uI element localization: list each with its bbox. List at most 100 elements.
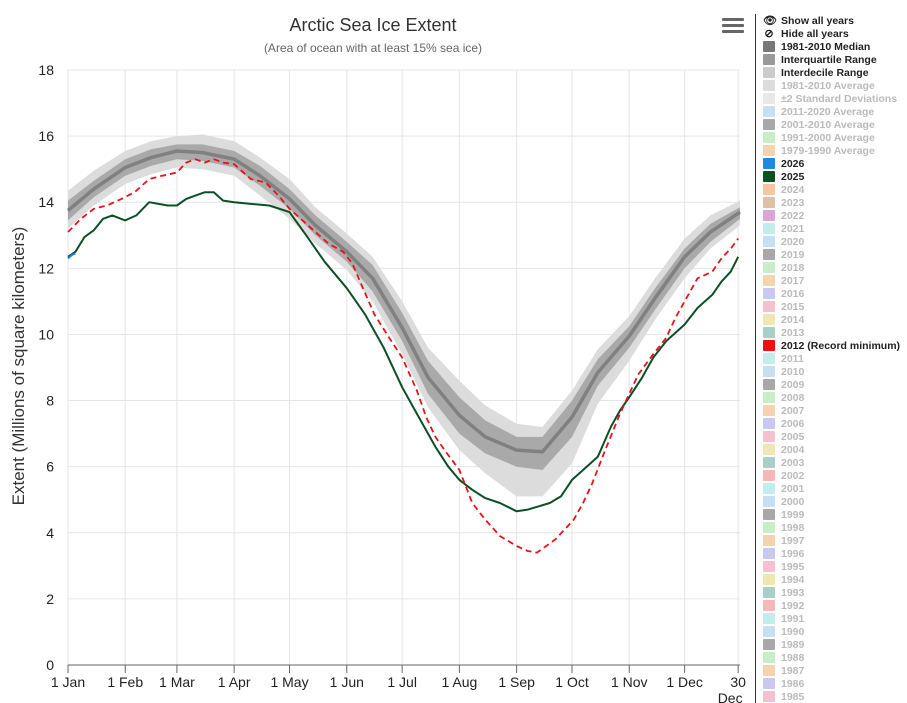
legend-label: 1992 — [781, 599, 805, 612]
legend-label: 2015 — [781, 300, 805, 313]
legend-item[interactable]: 2000 — [756, 495, 907, 508]
legend-item[interactable]: 1985 — [756, 690, 907, 703]
legend-swatch — [763, 197, 775, 208]
legend-item[interactable]: 2008 — [756, 391, 907, 404]
legend-item[interactable]: Interquartile Range — [756, 53, 907, 66]
legend-item[interactable]: 1996 — [756, 547, 907, 560]
series-lines — [67, 158, 740, 554]
legend-label: 1996 — [781, 547, 805, 560]
legend-swatch — [763, 496, 775, 507]
legend-item[interactable]: 👁 Show all years — [756, 14, 907, 28]
legend-swatch — [763, 405, 775, 416]
legend-label: Interdecile Range — [781, 66, 869, 79]
legend-label: 1997 — [781, 534, 805, 547]
legend-swatch — [763, 678, 775, 689]
legend-item[interactable]: 2007 — [756, 404, 907, 417]
legend-item[interactable]: 1981-2010 Average — [756, 79, 907, 92]
legend-swatch — [763, 483, 775, 494]
legend-item[interactable]: 2025 — [756, 170, 907, 183]
legend-item[interactable]: 2021 — [756, 222, 907, 235]
legend-swatch — [763, 288, 775, 299]
legend-item[interactable]: 2013 — [756, 326, 907, 339]
legend-swatch — [763, 509, 775, 520]
legend-item[interactable]: 1998 — [756, 521, 907, 534]
legend-item[interactable]: 1991 — [756, 612, 907, 625]
series-line-2025 — [67, 191, 740, 513]
legend-item[interactable]: 2009 — [756, 378, 907, 391]
legend-swatch — [763, 431, 775, 442]
legend-label: 2023 — [781, 196, 805, 209]
legend-swatch — [763, 210, 775, 221]
y-tick-label: 10 — [38, 326, 54, 342]
legend-item[interactable]: 2002 — [756, 469, 907, 482]
legend-item[interactable]: 1990 — [756, 625, 907, 638]
legend-item[interactable]: 2019 — [756, 248, 907, 261]
legend-item[interactable]: Interdecile Range — [756, 66, 907, 79]
legend-item[interactable]: 2005 — [756, 430, 907, 443]
legend-item[interactable]: 2011 — [756, 352, 907, 365]
legend-item[interactable]: 2014 — [756, 313, 907, 326]
legend-item[interactable]: 2010 — [756, 365, 907, 378]
legend-item[interactable]: 1994 — [756, 573, 907, 586]
legend-label: 2019 — [781, 248, 805, 261]
legend-label: 2025 — [781, 170, 805, 183]
legend-item[interactable]: ⊘ Hide all years — [756, 27, 907, 41]
legend-item[interactable]: 2004 — [756, 443, 907, 456]
legend-label: 2010 — [781, 365, 805, 378]
legend-label: 2024 — [781, 183, 805, 196]
legend-swatch — [763, 418, 775, 429]
legend-swatch — [763, 392, 775, 403]
legend-item[interactable]: 2011-2020 Average — [756, 105, 907, 118]
legend-item[interactable]: 1989 — [756, 638, 907, 651]
x-tick-label: 1 Oct — [555, 674, 589, 690]
legend-item[interactable]: 1981-2010 Median — [756, 40, 907, 53]
legend-label: 1995 — [781, 560, 805, 573]
legend-label: 1989 — [781, 638, 805, 651]
legend-swatch — [763, 626, 775, 637]
legend-item[interactable]: 1999 — [756, 508, 907, 521]
x-tick-label: 1 Jan — [51, 674, 85, 690]
legend-item[interactable]: 2023 — [756, 196, 907, 209]
legend-item[interactable]: 1987 — [756, 664, 907, 677]
legend-label: 1986 — [781, 677, 805, 690]
legend-item[interactable]: 1979-1990 Average — [756, 144, 907, 157]
legend-swatch — [763, 366, 775, 377]
legend-item[interactable]: 2017 — [756, 274, 907, 287]
legend-label: 2018 — [781, 261, 805, 274]
legend-item[interactable]: 2003 — [756, 456, 907, 469]
legend-swatch — [763, 158, 775, 169]
y-tick-label: 12 — [38, 260, 54, 276]
legend-item[interactable]: 1991-2000 Average — [756, 131, 907, 144]
legend-swatch — [763, 379, 775, 390]
legend-label: 2021 — [781, 222, 805, 235]
legend-item[interactable]: 2018 — [756, 261, 907, 274]
legend-item[interactable]: 2012 (Record minimum) — [756, 339, 907, 352]
legend-label: 1999 — [781, 508, 805, 521]
legend-item[interactable]: 1986 — [756, 677, 907, 690]
legend-swatch — [763, 353, 775, 364]
legend-label: 2005 — [781, 430, 805, 443]
legend-swatch — [763, 600, 775, 611]
chart-title: Arctic Sea Ice Extent — [289, 15, 456, 35]
legend-item[interactable]: 2001-2010 Average — [756, 118, 907, 131]
legend-item[interactable]: 2015 — [756, 300, 907, 313]
legend-item[interactable]: ±2 Standard Deviations — [756, 92, 907, 105]
y-tick-label: 14 — [38, 194, 54, 210]
legend-item[interactable]: 2024 — [756, 183, 907, 196]
legend-item[interactable]: 1993 — [756, 586, 907, 599]
legend-item[interactable]: 2020 — [756, 235, 907, 248]
legend-item[interactable]: 2016 — [756, 287, 907, 300]
hamburger-menu-icon[interactable] — [722, 18, 744, 38]
median-line — [66, 149, 741, 454]
legend-item[interactable]: 1995 — [756, 560, 907, 573]
legend-item[interactable]: 2026 — [756, 157, 907, 170]
legend-item[interactable]: 2006 — [756, 417, 907, 430]
legend-item[interactable]: 1992 — [756, 599, 907, 612]
legend-item[interactable]: 2001 — [756, 482, 907, 495]
legend-item[interactable]: 1997 — [756, 534, 907, 547]
legend-swatch — [763, 262, 775, 273]
legend-swatch — [763, 613, 775, 624]
legend-label: 2013 — [781, 326, 805, 339]
legend-item[interactable]: 1988 — [756, 651, 907, 664]
legend-item[interactable]: 2022 — [756, 209, 907, 222]
